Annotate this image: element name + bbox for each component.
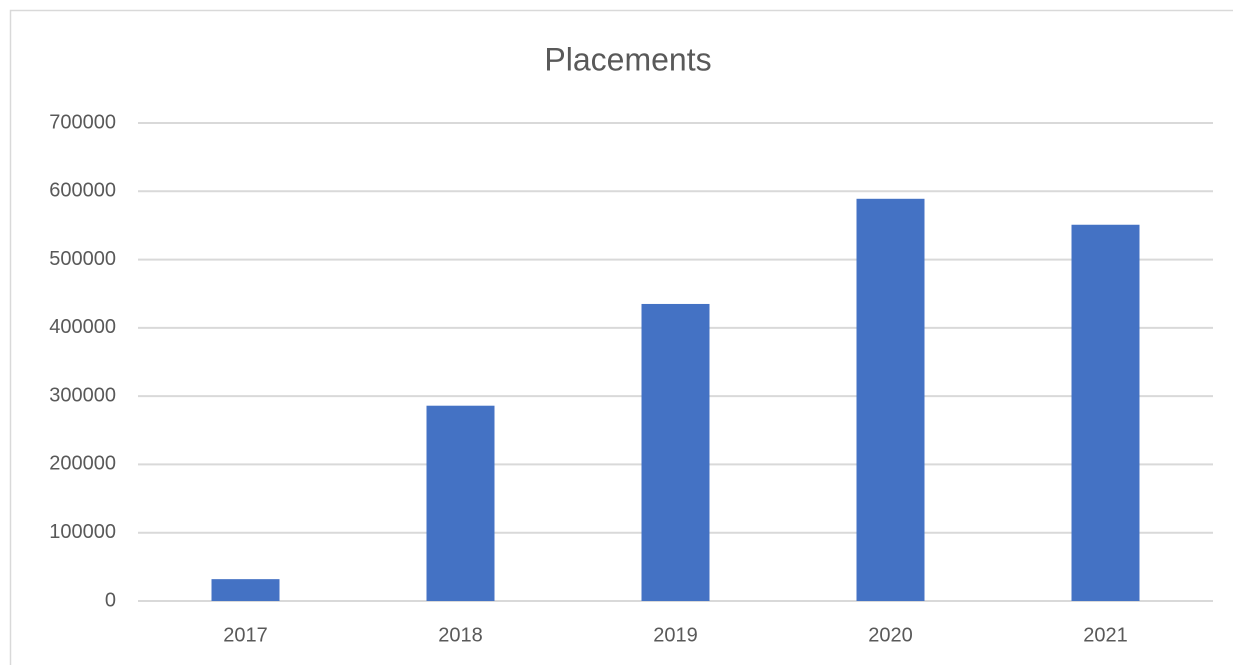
bar (856, 198, 925, 601)
y-tick-label: 200000 (49, 453, 116, 475)
chart-border (9, 9, 1233, 665)
y-tick-label: 100000 (49, 521, 116, 543)
y-tick-label: 500000 (49, 248, 116, 270)
chart-title: Placements (544, 41, 711, 77)
x-tick-label: 2018 (438, 624, 483, 646)
y-tick-label: 600000 (49, 180, 116, 202)
y-tick-label: 700000 (49, 111, 116, 133)
y-tick-label: 0 (105, 589, 116, 611)
bar (1071, 224, 1140, 601)
y-tick-label: 300000 (49, 384, 116, 406)
bar (211, 579, 280, 601)
x-tick-label: 2020 (868, 624, 913, 646)
x-tick-label: 2021 (1083, 624, 1128, 646)
bar (641, 303, 710, 601)
x-tick-label: 2017 (223, 624, 268, 646)
x-tick-label: 2019 (653, 624, 698, 646)
bar (426, 405, 495, 601)
y-tick-label: 400000 (49, 316, 116, 338)
